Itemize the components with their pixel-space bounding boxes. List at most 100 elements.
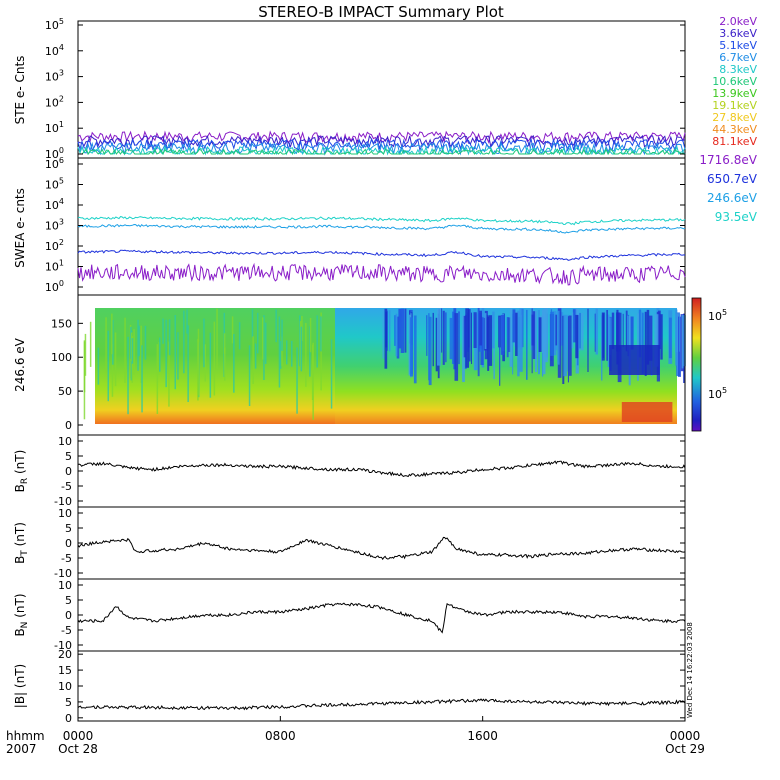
bt-tick-label: 10: [58, 507, 72, 520]
swea-series-1716.8eV: [77, 262, 686, 286]
time-axis-row1-label: hhmm: [6, 729, 45, 743]
pad-streak: [616, 309, 619, 365]
pad-streak: [601, 315, 603, 381]
bmag-ylabel: |B| (nT): [13, 664, 27, 708]
pad-streak: [311, 344, 314, 400]
bmag-panel: 20 15 10 5 0 |B| (nT): [13, 648, 686, 725]
pad-streak: [174, 315, 176, 390]
ste-legend-entry: 8.3keV: [719, 63, 757, 76]
pad-tick-label: 50: [58, 385, 72, 398]
ste-tick-label: 104: [45, 43, 64, 58]
pad-streak: [484, 313, 487, 349]
pad-streak: [658, 310, 661, 349]
br-series-line: [77, 460, 686, 478]
pad-streak: [330, 339, 333, 409]
pad-streak: [587, 308, 589, 372]
pad-streak: [400, 308, 405, 353]
pad-streak: [396, 316, 400, 359]
pad-streak: [572, 309, 577, 343]
bn-series-line: [77, 602, 686, 634]
pad-streak: [112, 320, 114, 365]
bt-y-ticks: 10 5 0 -5 -10: [54, 507, 685, 580]
swea-tick-label: 100: [45, 279, 64, 294]
pad-streak: [640, 311, 643, 345]
pad-streak: [105, 317, 107, 373]
pad-streak: [500, 315, 505, 355]
pad-streak: [646, 309, 650, 365]
pad-streak: [442, 310, 445, 365]
pad-streak: [557, 310, 560, 365]
pad-streak: [648, 315, 653, 361]
pad-streak: [281, 336, 283, 367]
pad-streak: [625, 310, 628, 352]
ste-legend-entry: 10.6keV: [712, 75, 757, 88]
pad-streak: [426, 315, 428, 356]
pad-streak: [408, 314, 412, 376]
pad-streak: [535, 311, 537, 372]
pad-streak: [127, 336, 129, 415]
swea-tick-label: 104: [45, 197, 64, 212]
pad-streak: [203, 318, 205, 368]
br-frame: [77, 434, 686, 508]
time-tick-date: Oct 29: [665, 742, 705, 756]
pad-streak: [197, 328, 200, 396]
pad-streak: [107, 330, 109, 402]
pad-streak: [538, 317, 542, 352]
pad-streak: [506, 317, 509, 358]
ste-legend-entry: 19.1keV: [712, 99, 757, 112]
pad-streak: [159, 337, 161, 372]
pad-streak: [84, 333, 87, 376]
bn-tick-label: 0: [65, 609, 72, 622]
pad-streak: [309, 318, 312, 353]
pad-ylabel: 246.6 eV: [13, 337, 27, 392]
pad-streak: [83, 341, 86, 393]
bn-tick-label: 10: [58, 579, 72, 592]
pad-streak: [622, 313, 624, 348]
bmag-frame: [77, 650, 686, 722]
pad-streak: [563, 314, 567, 377]
pad-streak: [144, 325, 147, 360]
bt-frame: [77, 506, 686, 580]
bt-tick-label: -10: [54, 567, 72, 580]
pad-streak: [463, 315, 466, 358]
ste-series-6.7keV: [77, 141, 686, 156]
pad-streak: [675, 309, 678, 366]
swea-panel: 100 101 102 103 104 105 106 SWEA e- cnts: [13, 156, 686, 296]
pad-streak: [509, 308, 513, 367]
pad-streak: [140, 325, 142, 383]
pad-streak: [404, 308, 407, 353]
br-tick-label: 0: [65, 465, 72, 478]
pad-streak: [543, 308, 548, 363]
time-tick-date: Oct 28: [58, 742, 98, 756]
pad-streak: [435, 317, 438, 372]
pad-streak: [445, 312, 447, 363]
ste-tick-label: 105: [45, 17, 64, 32]
pad-streak: [512, 313, 514, 375]
bn-ylabel: BN (nT): [13, 593, 30, 636]
swea-series-246.6eV: [77, 223, 686, 234]
ste-panel: 100 101 102 103 104 105 STE e- Cnts: [13, 17, 686, 161]
swea-tick-label: 103: [45, 218, 64, 233]
pad-streak: [388, 310, 391, 352]
pad-streak: [216, 308, 218, 369]
bn-tick-label: 5: [65, 594, 72, 607]
ste-legend-entry: 6.7keV: [719, 51, 757, 64]
bt-series-line: [77, 536, 686, 561]
pad-streak: [555, 314, 558, 346]
time-axis-row2-label: 2007: [6, 742, 37, 756]
br-tick-label: 10: [58, 435, 72, 448]
pad-streak: [454, 313, 459, 381]
pad-streak: [183, 310, 185, 374]
ste-series-10.6keV: [78, 148, 686, 156]
pad-streak: [213, 321, 216, 396]
pad-streak: [124, 317, 126, 383]
pad-streak: [571, 312, 574, 349]
pad-streak: [644, 311, 647, 376]
pad-streak: [606, 310, 608, 361]
pad-streak: [542, 310, 544, 354]
pad-low-count-region: [609, 345, 660, 375]
swea-legend-entry: 1716.8eV: [699, 153, 757, 167]
pad-streak: [89, 321, 92, 367]
colorbar: [691, 297, 702, 432]
bn-frame: [77, 578, 686, 652]
